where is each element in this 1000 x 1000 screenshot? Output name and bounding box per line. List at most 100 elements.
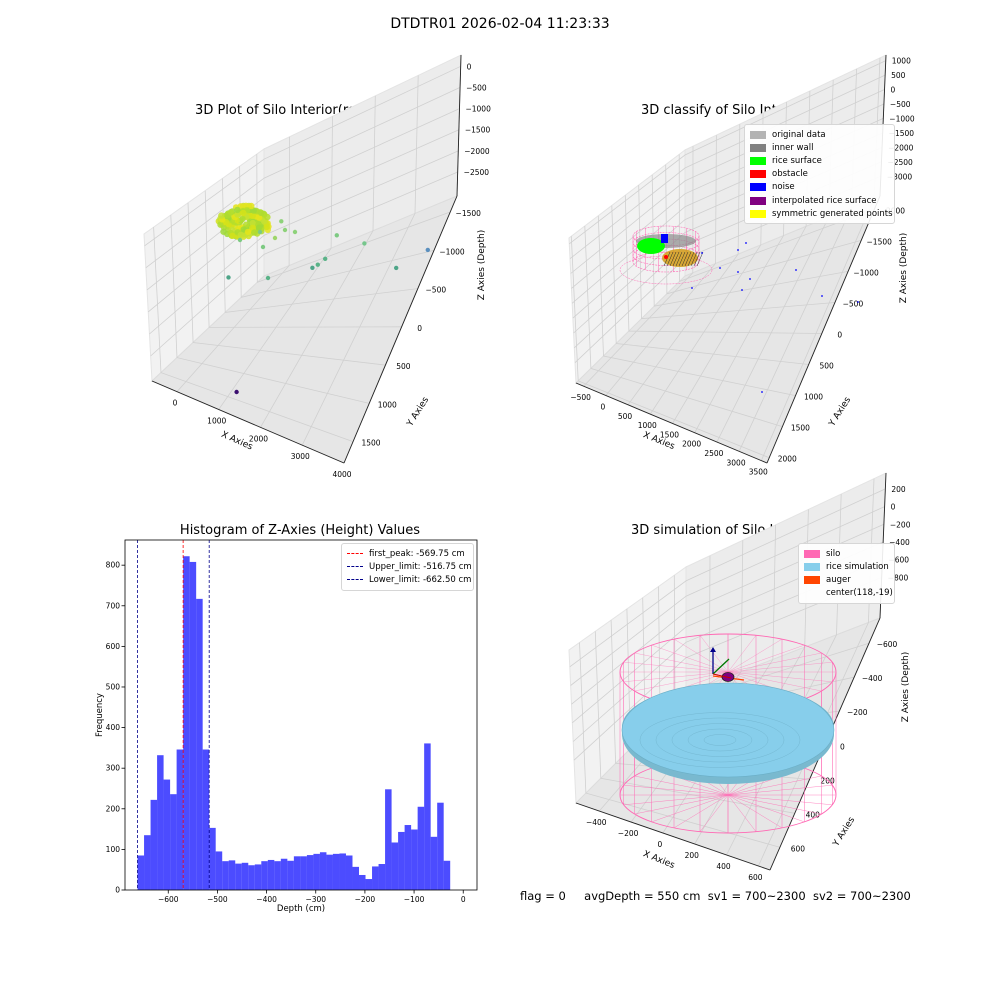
x-tick-label: 2000 xyxy=(682,440,701,449)
rice-point xyxy=(248,202,255,210)
silo-floor-spoke xyxy=(727,794,783,829)
rice-point xyxy=(243,221,250,228)
legend-line xyxy=(347,566,363,568)
interpolated-hatch xyxy=(675,251,683,267)
histogram-bar xyxy=(430,836,438,890)
x-gridline xyxy=(758,478,875,867)
rice-point xyxy=(227,209,235,216)
legend-label: original data xyxy=(772,129,826,140)
rice-point xyxy=(239,215,246,223)
legend-item-first-peak: first_peak: -569.75 cm xyxy=(347,547,468,560)
silo-top-spoke xyxy=(623,662,729,673)
histogram-bar xyxy=(189,561,197,890)
y-tick-label: 1500 xyxy=(361,439,380,448)
x-gridline xyxy=(176,136,291,392)
y-axis-label: Y Axies xyxy=(831,815,857,849)
y-tick-label: 600 xyxy=(106,642,121,651)
histogram-bar xyxy=(332,853,340,890)
legend-item-auger: auger xyxy=(804,573,889,586)
noise-point xyxy=(795,269,797,271)
y-tick-label: 500 xyxy=(820,362,835,371)
histogram-bar xyxy=(274,861,281,890)
legend-label: center(118,-19) xyxy=(826,588,893,599)
rice-point xyxy=(255,224,263,231)
obstacle-point xyxy=(664,255,668,259)
x-axis-label: X Axies xyxy=(220,430,255,453)
z-axis-line xyxy=(456,54,462,197)
legend-swatch xyxy=(750,130,766,139)
z-tick-label: 1000 xyxy=(892,57,911,66)
x-axis-line xyxy=(575,382,768,464)
x-tick-label: −500 xyxy=(207,895,228,904)
x-gridline xyxy=(218,116,333,410)
x-tick-label: 2500 xyxy=(704,449,723,458)
y-axis-line xyxy=(766,195,881,464)
histogram-bar xyxy=(378,864,386,890)
plot2-3d-axes: −5000500100015002000250030003500−2000−15… xyxy=(568,54,915,477)
legend-label: inner wall xyxy=(772,142,814,153)
triad-x-arrow xyxy=(712,673,732,679)
interpolated-hatch xyxy=(663,251,671,267)
histogram-bar xyxy=(359,874,366,890)
histogram-bar xyxy=(248,865,255,890)
z-tick-label: −400 xyxy=(889,538,910,547)
z-gridline xyxy=(569,488,886,668)
legend-item-inner-wall: inner wall xyxy=(750,141,889,154)
histogram-bar xyxy=(241,862,249,890)
legend-label: Upper_limit: -516.75 cm xyxy=(369,561,472,572)
histogram-bar xyxy=(235,863,242,890)
y-tick-label: −200 xyxy=(847,708,868,717)
y-tick-label: 300 xyxy=(106,764,121,773)
histogram-bar xyxy=(202,749,210,890)
noise-point xyxy=(821,295,823,297)
z-gridline xyxy=(144,65,461,247)
y-axis-label: Y Axies xyxy=(405,395,431,429)
histogram-bar xyxy=(261,861,268,890)
y-tick-label: −500 xyxy=(426,286,447,295)
y-gridline xyxy=(665,164,862,295)
rice-point xyxy=(234,211,241,218)
legend-item-rice-simulation: rice simulation xyxy=(804,560,889,573)
histogram-bar xyxy=(345,855,353,890)
legend-swatch xyxy=(750,156,766,165)
legend-item-interpolated: interpolated rice surface xyxy=(750,194,889,207)
rice-contour xyxy=(671,723,769,757)
y-tick-label: 0 xyxy=(840,742,845,751)
histogram-bar xyxy=(306,855,314,890)
data-point xyxy=(226,275,231,280)
noise-point xyxy=(749,278,751,280)
x-tick-label: 0 xyxy=(173,399,178,408)
interpolated-hatch xyxy=(684,251,692,267)
y-gridline xyxy=(187,202,386,366)
noise-cluster xyxy=(661,234,668,243)
silo-floor-spoke xyxy=(727,775,822,796)
rice-contour xyxy=(687,728,753,752)
z-gridline xyxy=(145,87,461,269)
plot1-3d-axes: 0 1000 2000 3000 4000 −1500 −1000 −500 0 500 1000 1… xyxy=(143,54,491,479)
silo-floor-spoke xyxy=(623,794,729,805)
histogram-bar xyxy=(228,860,236,890)
histogram-bar xyxy=(339,853,346,890)
legend-label: auger xyxy=(826,574,851,585)
z-tick-label: −2500 xyxy=(887,158,913,167)
legend-label: interpolated rice surface xyxy=(772,195,877,206)
histogram-bar xyxy=(137,855,145,890)
legend-item-obstacle: obstacle xyxy=(750,168,889,181)
data-point xyxy=(279,219,284,224)
triad-y-arrow xyxy=(712,658,730,675)
y-tick-label: −1000 xyxy=(439,247,465,256)
silo-top-spoke xyxy=(623,671,729,682)
silo-top-spoke xyxy=(651,644,729,673)
y-gridline xyxy=(204,190,402,328)
z-tick-label: −2000 xyxy=(464,147,490,156)
legend-swatch xyxy=(804,575,820,584)
data-point xyxy=(362,241,367,246)
data-point xyxy=(394,265,399,271)
noise-point xyxy=(737,271,739,273)
z-gridline xyxy=(146,108,460,291)
histogram-bar xyxy=(196,598,203,890)
histogram-bar xyxy=(287,860,294,890)
rice-point xyxy=(244,228,252,236)
histogram-bar xyxy=(404,825,412,890)
histogram-bar xyxy=(215,851,223,890)
